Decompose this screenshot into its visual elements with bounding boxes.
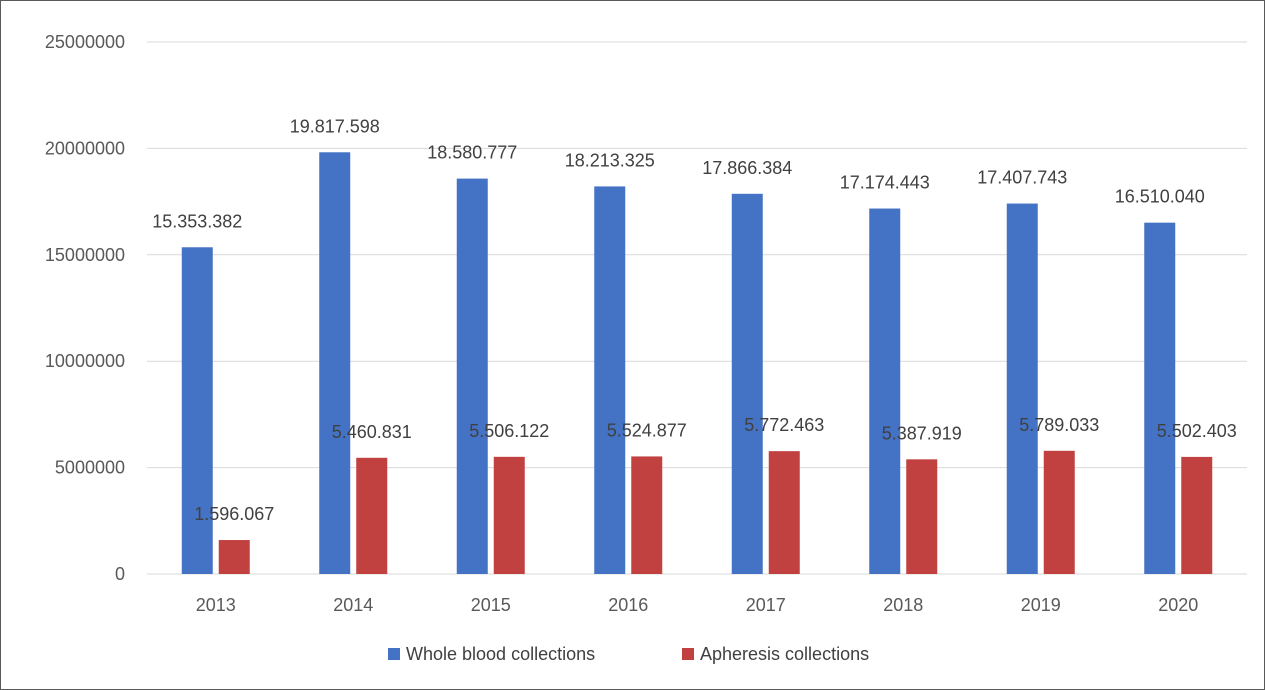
x-tick-label: 2013 <box>196 595 236 615</box>
bar-series-0 <box>731 193 763 574</box>
bar-series-0 <box>1006 203 1038 574</box>
y-axis-ticks: 0 5000000 10000000 15000000 20000000 25000000 <box>45 32 125 584</box>
bar-series-1 <box>768 451 800 574</box>
bar-series-1 <box>1181 456 1213 574</box>
data-label-series-1: 5.524.877 <box>607 420 687 440</box>
y-tick-label: 25000000 <box>45 32 125 52</box>
data-labels: 15.353.382 1.596.067 19.817.598 5.460.831 18… <box>152 116 1237 524</box>
y-tick-label: 20000000 <box>45 138 125 158</box>
data-label-series-0: 19.817.598 <box>290 116 380 136</box>
bar-series-1 <box>906 459 938 574</box>
data-label-series-1: 5.789.033 <box>1019 415 1099 435</box>
data-label-series-0: 17.866.384 <box>702 158 792 178</box>
legend-label-series-1: Apheresis collections <box>700 644 869 664</box>
x-tick-label: 2020 <box>1158 595 1198 615</box>
legend-swatch-series-1 <box>682 648 694 660</box>
x-tick-label: 2015 <box>471 595 511 615</box>
y-tick-label: 15000000 <box>45 245 125 265</box>
bar-series-0 <box>319 152 351 575</box>
data-label-series-0: 16.510.040 <box>1115 187 1205 207</box>
bar-series-1 <box>631 456 663 574</box>
legend-swatch-series-0 <box>388 648 400 660</box>
bar-series-1 <box>218 540 250 574</box>
y-tick-label: 5000000 <box>55 458 125 478</box>
data-label-series-1: 5.772.463 <box>744 415 824 435</box>
data-label-series-1: 1.596.067 <box>194 504 274 524</box>
bar-series-1 <box>493 456 525 574</box>
y-tick-label: 10000000 <box>45 351 125 371</box>
legend-label-series-0: Whole blood collections <box>406 644 595 664</box>
data-label-series-0: 15.353.382 <box>152 211 242 231</box>
bar-series-1 <box>356 457 388 574</box>
data-label-series-0: 17.407.743 <box>977 168 1067 188</box>
bar-series-1 <box>1043 450 1075 574</box>
data-label-series-1: 5.506.122 <box>469 421 549 441</box>
x-tick-label: 2016 <box>608 595 648 615</box>
data-label-series-0: 18.213.325 <box>565 150 655 170</box>
x-tick-label: 2014 <box>333 595 373 615</box>
bars <box>181 152 1213 575</box>
bar-series-0 <box>594 186 626 574</box>
legend: Whole blood collections Apheresis collect… <box>388 644 869 664</box>
bar-series-0 <box>456 178 488 574</box>
x-axis-ticks: 2013 2014 2015 2016 2017 2018 2019 2020 <box>196 595 1199 615</box>
y-tick-label: 0 <box>115 564 125 584</box>
data-label-series-0: 17.174.443 <box>840 173 930 193</box>
bar-series-0 <box>869 208 901 575</box>
x-tick-label: 2017 <box>746 595 786 615</box>
x-tick-label: 2018 <box>883 595 923 615</box>
bar-series-0 <box>1144 222 1176 574</box>
data-label-series-1: 5.460.831 <box>332 422 412 442</box>
data-label-series-1: 5.502.403 <box>1157 421 1237 441</box>
data-label-series-0: 18.580.777 <box>427 143 517 163</box>
data-label-series-1: 5.387.919 <box>882 423 962 443</box>
x-tick-label: 2019 <box>1021 595 1061 615</box>
bar-series-0 <box>181 247 213 574</box>
